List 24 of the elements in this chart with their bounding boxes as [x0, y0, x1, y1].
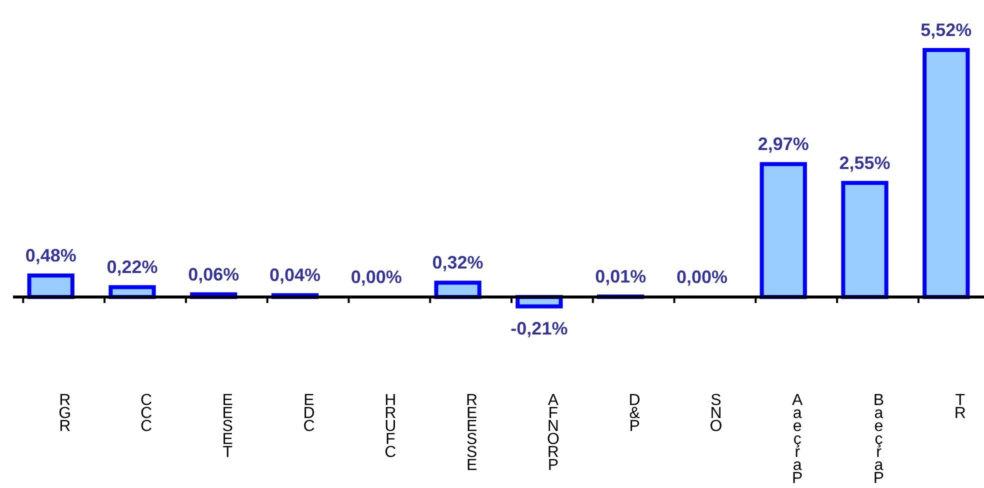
data-label: 2,97% [758, 134, 809, 154]
data-label: 0,00% [676, 267, 728, 287]
x-tick-label: D&P [626, 392, 644, 431]
x-tick-label: HRUFC [382, 392, 399, 458]
x-tick-label: CCC [138, 392, 155, 432]
data-label: 0,04% [270, 265, 321, 286]
x-tick-label: TR [952, 392, 969, 418]
x-tick-label: EESET [219, 392, 236, 457]
x-tick-label: AaeçraP [788, 392, 806, 483]
data-label: 0,00% [350, 267, 402, 287]
data-label: 0,22% [106, 257, 158, 278]
data-label: 0,01% [595, 266, 646, 287]
data-label: 5,52% [920, 20, 972, 40]
data-label: 2,55% [839, 152, 890, 173]
x-tick-label: REESSE [463, 392, 480, 470]
data-label: 0,06% [188, 264, 240, 284]
data-label: 0,48% [25, 246, 76, 266]
data-label: -0,21% [510, 318, 568, 338]
data-label: 0,32% [432, 252, 484, 273]
x-tick-label: SNO [707, 392, 724, 432]
x-tick-label: AFNORP [544, 392, 562, 470]
x-tick-label: BaeçraP [870, 392, 888, 483]
x-tick-label: EDC [300, 392, 318, 432]
x-tick-label: RGR [56, 392, 74, 431]
